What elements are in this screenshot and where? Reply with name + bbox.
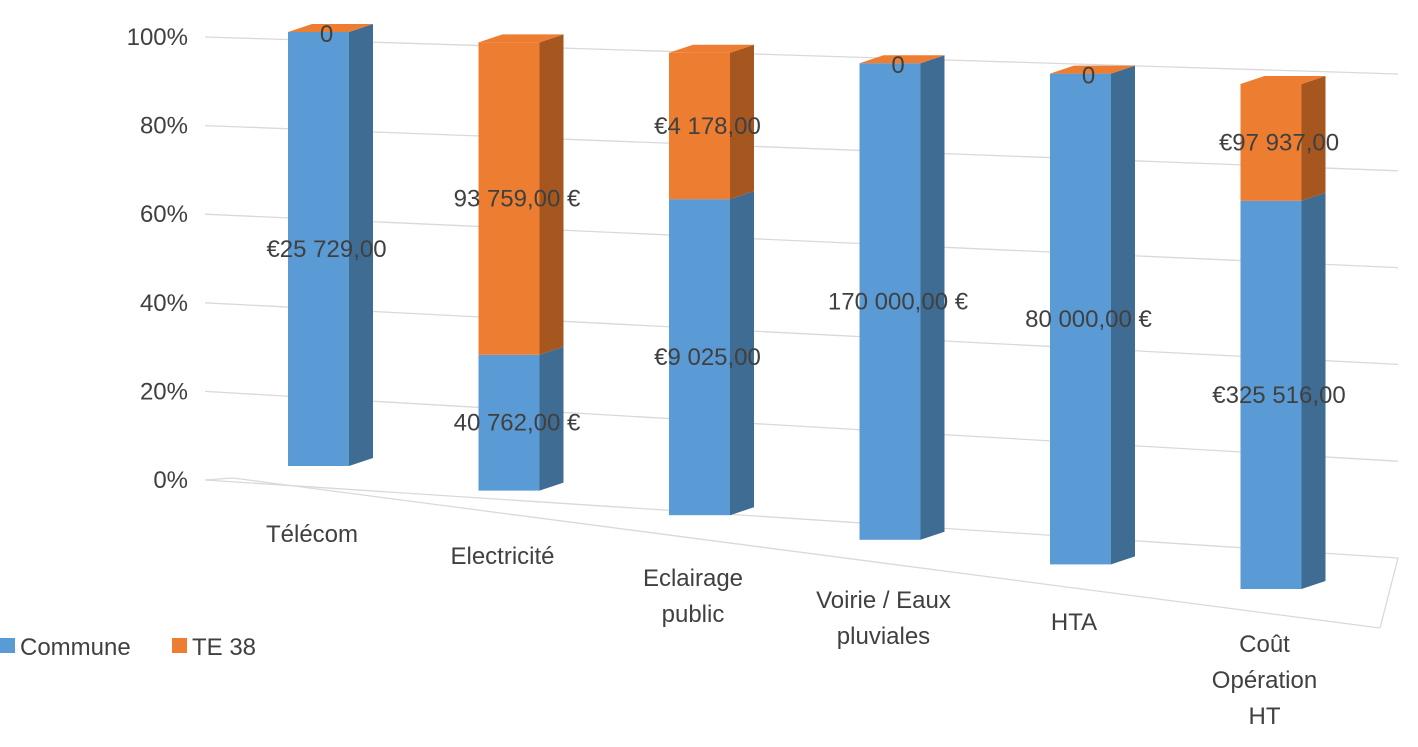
- data-label-te38: €4 178,00: [654, 113, 761, 140]
- category-label: Voirie / Eaux pluviales: [816, 587, 951, 650]
- y-tick-label: 100%: [127, 24, 188, 51]
- bar-te-38: [669, 44, 754, 200]
- gridline: [204, 213, 1399, 269]
- category-labels: Télécom Electricité Eclairage public Voirie …: [266, 521, 1317, 730]
- gridline: [204, 390, 1399, 462]
- data-label-te38: 0: [320, 21, 333, 48]
- bar-top-cap: [669, 44, 754, 53]
- category-label: Télécom: [266, 521, 358, 548]
- gridline: [204, 479, 1399, 559]
- legend-label: TE 38: [192, 634, 256, 661]
- category-label: HTA: [1051, 609, 1097, 636]
- y-tick-label: 60%: [140, 201, 188, 228]
- data-label-commune: 40 762,00 €: [454, 410, 581, 437]
- y-tick-label: 20%: [140, 378, 188, 405]
- category-label: Electricité: [450, 543, 554, 570]
- legend-label: Commune: [20, 634, 131, 661]
- bar-commune: [478, 346, 564, 491]
- data-label-commune: €25 729,00: [266, 236, 386, 263]
- data-label-commune: 80 000,00 €: [1025, 306, 1152, 333]
- gridline: [204, 36, 1399, 75]
- floor-edge: [1379, 557, 1399, 629]
- gridline: [204, 124, 1399, 172]
- category-label: Eclairage public: [643, 565, 743, 628]
- y-axis-ticks: 0% 20% 40% 60% 80% 100%: [127, 24, 188, 494]
- data-label-te38: 0: [891, 52, 904, 79]
- legend: Commune TE 38: [0, 634, 256, 661]
- legend-item: Commune: [0, 634, 131, 661]
- data-label-te38: 93 759,00 €: [454, 186, 581, 213]
- y-tick-label: 0%: [153, 467, 188, 494]
- bar-commune: [288, 24, 373, 466]
- floor-edge: [204, 477, 234, 481]
- bar-te-38: [1240, 76, 1326, 201]
- data-label-te38: €97 937,00: [1219, 129, 1339, 156]
- legend-item: TE 38: [172, 634, 256, 661]
- bar-te-38: [478, 34, 564, 355]
- bar-commune: [669, 191, 754, 516]
- legend-swatch: [0, 638, 15, 653]
- bar-top-cap: [859, 55, 945, 64]
- data-label-commune: €9 025,00: [654, 344, 761, 371]
- bar-top-cap: [1240, 76, 1326, 84]
- data-label-te38: 0: [1082, 63, 1095, 90]
- bar-commune: [859, 55, 945, 540]
- y-tick-label: 40%: [140, 290, 188, 317]
- gridline: [204, 302, 1399, 366]
- bar-commune: [1240, 192, 1326, 589]
- data-labels: €25 729,00 0 40 762,00 € 93 759,00 € €9 025,…: [266, 21, 1345, 437]
- data-label-commune: €325 516,00: [1212, 382, 1345, 409]
- category-label: Coût Opération HT: [1212, 631, 1317, 730]
- data-label-commune: 170 000,00 €: [828, 289, 969, 316]
- legend-swatch: [172, 638, 187, 653]
- y-tick-label: 80%: [140, 113, 188, 140]
- bar-top-cap: [478, 34, 564, 43]
- bar-commune: [1050, 65, 1135, 565]
- gridlines: [204, 36, 1399, 629]
- bars: [288, 24, 1326, 589]
- floor-edge: [232, 477, 1381, 629]
- bar-top-cap: [288, 24, 373, 32]
- bar-top-cap: [1050, 65, 1135, 74]
